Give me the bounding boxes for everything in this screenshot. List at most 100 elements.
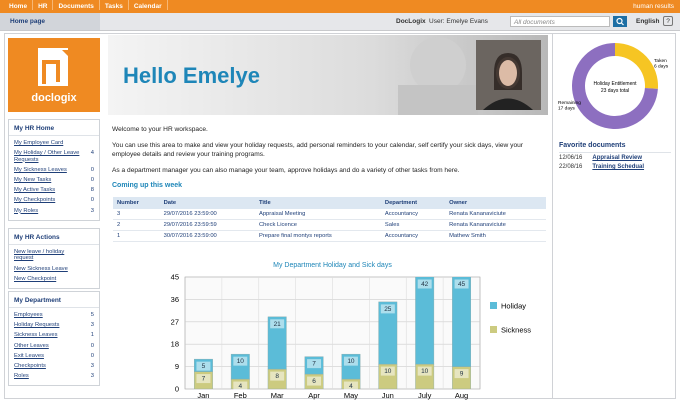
sidebar-item[interactable]: My Roles 3 (9, 206, 99, 216)
legend-label: Holiday (501, 302, 526, 311)
sidebar-item[interactable]: My Sickness Leaves 0 (9, 165, 99, 175)
column-header: Date (159, 197, 255, 209)
item-count: 0 (90, 342, 94, 349)
help[interactable]: ? (663, 16, 673, 26)
cell: Sales (380, 219, 446, 231)
intro-text: You can use this area to make and view y… (112, 141, 523, 159)
favorite-item[interactable]: 12/06/16 Appraisal Review (559, 155, 644, 161)
legend-swatch (490, 326, 497, 333)
sidebar-item[interactable]: My New Tasks 0 (9, 175, 99, 185)
item-count: 4 (90, 150, 94, 157)
bar-label: 10 (384, 368, 392, 375)
cell: 30/07/2016 23:59:00 (159, 230, 255, 242)
sidebar-item[interactable]: Employees 5 (9, 310, 99, 320)
sidebar-item[interactable]: New leave / holiday request (9, 247, 99, 264)
item-label: Exit Leaves (14, 352, 44, 359)
item-label: My Employee Card (14, 140, 64, 146)
cell: Renata Kananaviciute (445, 219, 546, 231)
sidebar-item[interactable]: Sickness Leaves 1 (9, 330, 99, 340)
x-tick-label: Aug (455, 391, 468, 400)
item-label: My Sickness Leaves (14, 166, 67, 173)
chart-title: My Department Holiday and Sick days (273, 262, 392, 269)
favorite-title: Appraisal Review (592, 155, 643, 161)
search-button[interactable] (613, 16, 627, 27)
segment-value: 17 days (558, 106, 575, 112)
label-box (196, 374, 211, 384)
nav-item[interactable]: Calendar (129, 0, 168, 10)
item-label: My Checkpoints (14, 197, 56, 204)
section-header: My HR Actions (9, 229, 99, 245)
search-box[interactable]: All documents (510, 16, 610, 27)
bar-label: 42 (421, 281, 429, 288)
toolbar: Home page DocLogix User: Emelye Evans Al… (0, 13, 680, 31)
sidebar-item[interactable]: Exit Leaves 0 (9, 351, 99, 361)
sidebar-item[interactable]: Checkpoints 3 (9, 361, 99, 371)
y-tick-label: 18 (171, 340, 179, 349)
column-header: Owner (445, 197, 546, 209)
label-box (307, 359, 322, 369)
sidebar-item[interactable]: New Sickness Leave (9, 264, 99, 274)
sidebar-item[interactable]: My Holiday / Other Leave Requests 4 (9, 148, 99, 165)
item-count: 0 (90, 166, 94, 173)
cell: 1 (113, 230, 160, 242)
label-box (307, 376, 322, 386)
sidebar-item[interactable]: My Active Tasks 8 (9, 185, 99, 195)
donut-segment (572, 43, 658, 129)
item-label: Sickness Leaves (14, 332, 58, 339)
favorite-item[interactable]: 22/08/16 Training Schedual (559, 164, 644, 170)
table-row[interactable]: 2 29/07/2016 23:59:59 Check Licence Sales Re… (113, 219, 546, 231)
nav-item[interactable]: Home (4, 0, 34, 10)
favorite-date: 22/08/16 (559, 164, 583, 170)
item-count: 3 (90, 322, 94, 329)
label-box (270, 371, 285, 381)
cell: 3 (113, 209, 160, 220)
item-list: My Employee Card My Holiday / Other Leave… (9, 136, 99, 220)
section-title: Coming up this week (112, 182, 183, 189)
cell: Accountancy (380, 230, 446, 242)
nav-item[interactable]: Tasks (100, 0, 129, 10)
sidebar-item[interactable]: My Checkpoints 0 (9, 195, 99, 205)
nav-item[interactable]: Documents (53, 0, 100, 10)
sidebar-item[interactable]: New Checkpoint (9, 274, 99, 284)
language[interactable]: English (636, 18, 660, 25)
bar-label: 8 (275, 373, 279, 380)
item-count: 3 (90, 207, 94, 214)
banner-art (398, 37, 541, 115)
bar-segment (267, 316, 287, 370)
upcoming-table: Number Date Title Department Owner 3 29/07/201… (113, 197, 546, 242)
table-row[interactable]: 3 29/07/2016 23:59:00 Appraisal Meeting Acc… (113, 209, 546, 220)
segment-name: Remaining (558, 100, 581, 106)
search-icon (616, 17, 624, 26)
item-count: 0 (90, 197, 94, 204)
item-label: My Holiday / Other Leave Requests (14, 150, 80, 163)
cell: 29/07/2016 23:59:59 (159, 219, 255, 231)
item-count: 3 (90, 373, 94, 380)
bar-label: 4 (239, 383, 243, 390)
sidebar-item[interactable]: My Employee Card (9, 138, 99, 148)
bar-segment (378, 301, 398, 365)
bar-label: 5 (202, 363, 206, 370)
item-label: New Checkpoint (14, 275, 57, 282)
item-label: Employees (14, 312, 43, 318)
x-tick-label: May (344, 391, 358, 400)
donut-segment (615, 43, 658, 89)
sidebar-section: My HR Home My Employee Card My Holiday / O… (8, 119, 100, 221)
bar-label: 7 (202, 376, 206, 383)
bar-label: 10 (421, 368, 429, 375)
label-box (417, 279, 432, 289)
item-label: Holiday Requests (14, 322, 60, 329)
bar-label: 45 (458, 281, 466, 288)
y-tick-label: 36 (171, 295, 179, 304)
sidebar-section: My HR Actions New leave / holiday request… (8, 228, 100, 290)
sidebar-item[interactable]: Other Leaves 0 (9, 341, 99, 351)
sidebar-item[interactable]: Holiday Requests 3 (9, 320, 99, 330)
cell: Check Licence (254, 219, 381, 231)
section-header: My HR Home (9, 120, 99, 136)
banner: Hello Emelye (108, 35, 548, 115)
table-row[interactable]: 1 30/07/2016 23:59:00 Prepare final montys… (113, 230, 546, 242)
greeting: Hello Emelye (123, 63, 260, 88)
bar-labels: 7 5 4 10 8 21 6 7 4 10 10 25 10 42 9 45 (196, 279, 469, 391)
sidebar-item[interactable]: Roles 3 (9, 371, 99, 381)
nav-item[interactable]: HR (33, 0, 54, 10)
item-label: New leave / holiday request (14, 249, 65, 262)
